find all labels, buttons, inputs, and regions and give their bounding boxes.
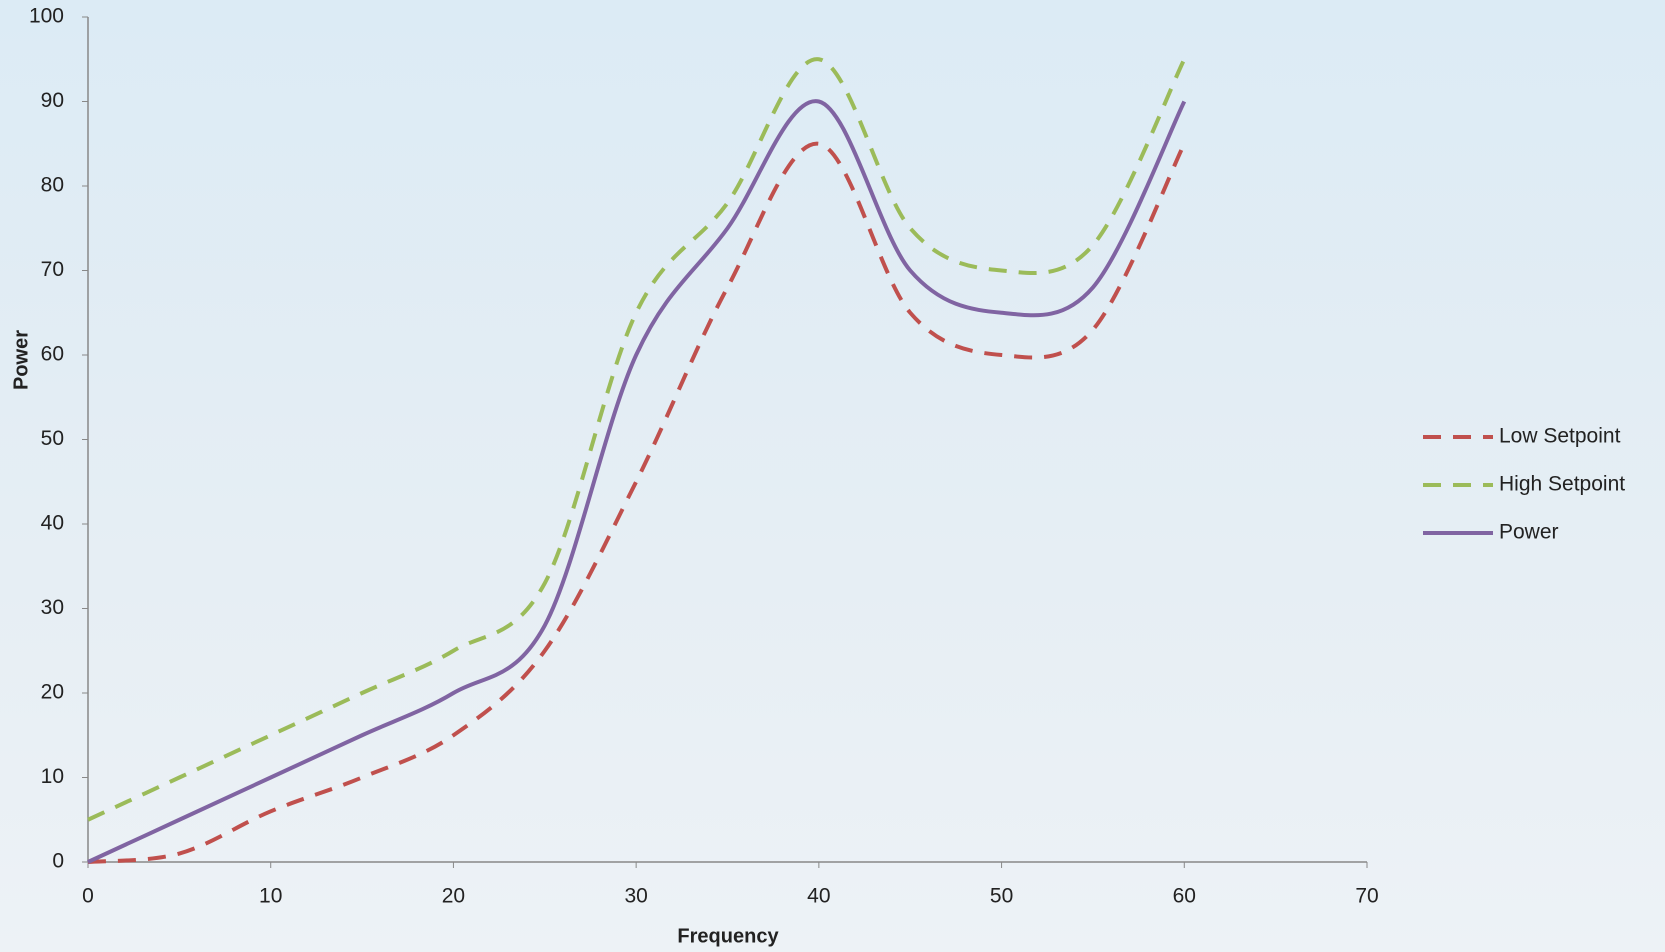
legend-label: Power	[1499, 521, 1559, 544]
series-line	[87, 57, 1187, 822]
x-tick-label: 30	[624, 885, 647, 908]
x-axis-title: Frequency	[677, 925, 779, 947]
series-line	[87, 141, 1187, 864]
x-tick-label: 70	[1355, 885, 1378, 908]
y-tick-label: 10	[41, 765, 64, 788]
x-tick-label: 50	[990, 885, 1013, 908]
x-tick-label: 20	[442, 885, 465, 908]
y-tick-label: 80	[41, 174, 64, 197]
x-tick-label: 60	[1173, 885, 1196, 908]
y-tick-label: 40	[41, 512, 64, 535]
series-line	[87, 99, 1187, 864]
y-tick-label: 100	[29, 5, 64, 28]
x-tick-label: 10	[259, 885, 282, 908]
y-tick-label: 90	[41, 89, 64, 112]
y-tick-label: 70	[41, 258, 64, 281]
y-tick-label: 60	[41, 343, 64, 366]
x-tick-label: 40	[807, 885, 830, 908]
y-axis-title: Power	[10, 330, 32, 390]
x-tick-label: 0	[82, 885, 94, 908]
y-tick-label: 30	[41, 596, 64, 619]
y-tick-label: 20	[41, 681, 64, 704]
legend-label: Low Setpoint	[1499, 425, 1621, 448]
y-tick-label: 0	[52, 850, 64, 873]
y-tick-label: 50	[41, 427, 64, 450]
legend-label: High Setpoint	[1499, 473, 1625, 496]
